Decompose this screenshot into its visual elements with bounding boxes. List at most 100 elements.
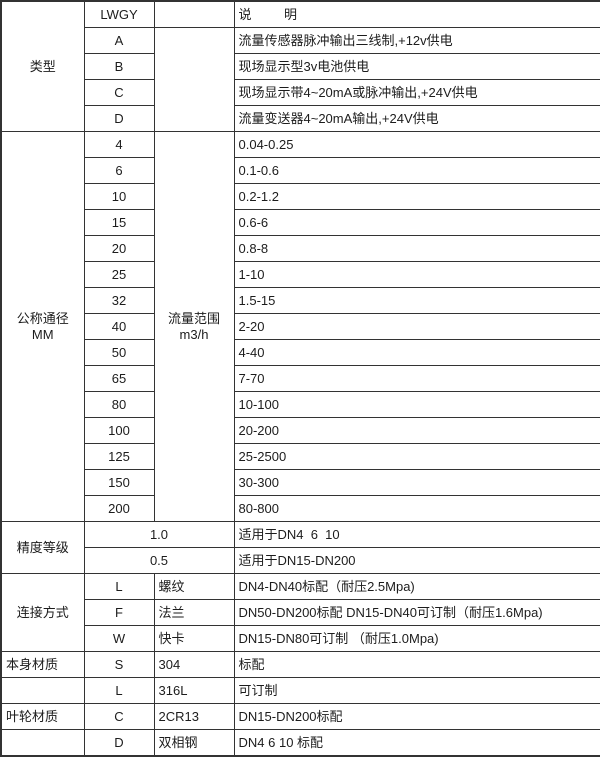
dn-cell: 65 <box>83 365 155 392</box>
flow-range-cell: 7-70 <box>233 365 600 392</box>
flow-range-label: 流量范围 m3/h <box>153 131 235 522</box>
table-row: 10 0.2-1.2 <box>1 183 600 210</box>
table-row: 本身材质 S 304 标配 <box>0 651 600 678</box>
type-code-cell: B <box>83 53 155 80</box>
type-section-label: 类型 <box>0 0 85 132</box>
table-row: 20 0.8-8 <box>1 235 600 262</box>
material-code-cell: S <box>83 651 155 678</box>
table-row: 叶轮材质 C 2CR13 DN15-DN200标配 <box>0 703 600 730</box>
spec-title-cell: 说 明 <box>233 0 600 28</box>
table-row: 200 80-800 <box>1 495 600 522</box>
flow-range-cell: 1.5-15 <box>233 287 600 314</box>
flow-range-cell: 0.6-6 <box>233 209 600 236</box>
table-row: 公称通径 MM 4 流量范围 m3/h 0.04-0.25 <box>0 131 600 522</box>
dn-cell: 50 <box>83 339 155 366</box>
flow-range-cell: 80-800 <box>233 495 600 522</box>
description-cell: 可订制 <box>233 677 600 704</box>
diameter-label-line2: MM <box>31 326 54 342</box>
dn-cell: 25 <box>83 261 155 288</box>
dn-cell: 4 <box>83 131 155 158</box>
dn-cell: 40 <box>83 313 155 340</box>
table-row: 0.5 适用于DN15-DN200 <box>1 547 600 574</box>
connection-code-cell: F <box>83 599 155 626</box>
connection-name-cell: 螺纹 <box>153 573 235 600</box>
flow-range-cell: 10-100 <box>233 391 600 418</box>
dn-cell: 6 <box>83 157 155 184</box>
description-cell: 流量变送器4~20mA输出,+24V供电 <box>233 105 600 132</box>
table-row: C 现场显示带4~20mA或脉冲输出,+24V供电 <box>1 79 600 106</box>
body-material-section-label: 本身材质 <box>0 651 85 678</box>
table-row: 50 4-40 <box>1 339 600 366</box>
dn-cell: 100 <box>83 417 155 444</box>
model-header-cell: LWGY <box>83 0 155 28</box>
description-cell: 适用于DN4 6 10 <box>233 521 600 548</box>
table-row: 6 0.1-0.6 <box>1 157 600 184</box>
accuracy-section-label: 精度等级 <box>0 521 85 574</box>
diameter-label-line1: 公称通径 <box>16 311 69 327</box>
empty-cell <box>153 27 235 132</box>
flow-range-cell: 30-300 <box>233 469 600 496</box>
material-name-cell: 304 <box>153 651 235 678</box>
dn-cell: 32 <box>83 287 155 314</box>
flow-range-cell: 4-40 <box>233 339 600 366</box>
dn-cell: 125 <box>83 443 155 470</box>
description-cell: 现场显示带4~20mA或脉冲输出,+24V供电 <box>233 79 600 106</box>
dn-cell: 10 <box>83 183 155 210</box>
material-code-cell: C <box>83 703 155 730</box>
diameter-section-label: 公称通径 MM <box>0 131 85 522</box>
table-row: 100 20-200 <box>1 417 600 444</box>
type-code-cell: D <box>83 105 155 132</box>
table-row: W 快卡 DN15-DN80可订制 （耐压1.0Mpa) <box>1 625 600 652</box>
table-row: 40 2-20 <box>1 313 600 340</box>
material-code-cell: L <box>83 677 155 704</box>
flow-range-cell: 0.04-0.25 <box>233 131 600 158</box>
table-row: B 现场显示型3v电池供电 <box>1 53 600 80</box>
empty-cell <box>153 0 235 28</box>
flow-range-cell: 20-200 <box>233 417 600 444</box>
table-row: 精度等级 1.0 适用于DN4 6 10 <box>0 521 600 574</box>
accuracy-value-cell: 0.5 <box>83 547 235 574</box>
description-cell: DN15-DN200标配 <box>233 703 600 730</box>
dn-cell: 15 <box>83 209 155 236</box>
description-cell: DN50-DN200标配 DN15-DN40可订制（耐压1.6Mpa) <box>233 599 600 626</box>
accuracy-value-cell: 1.0 <box>83 521 235 548</box>
description-cell: 现场显示型3v电池供电 <box>233 53 600 80</box>
type-code-cell: C <box>83 79 155 106</box>
connection-code-cell: L <box>83 573 155 600</box>
dn-cell: 20 <box>83 235 155 262</box>
flow-range-cell: 0.8-8 <box>233 235 600 262</box>
connection-code-cell: W <box>83 625 155 652</box>
table-row: L 316L 可订制 <box>0 677 600 704</box>
table-row: 25 1-10 <box>1 261 600 288</box>
impeller-material-section-label: 叶轮材质 <box>0 703 85 730</box>
table-row: 125 25-2500 <box>1 443 600 470</box>
connection-section-label: 连接方式 <box>0 573 85 652</box>
table-row: 65 7-70 <box>1 365 600 392</box>
material-name-cell: 316L <box>153 677 235 704</box>
description-cell: DN4-DN40标配（耐压2.5Mpa) <box>233 573 600 600</box>
description-cell: DN15-DN80可订制 （耐压1.0Mpa) <box>233 625 600 652</box>
flow-range-cell: 0.1-0.6 <box>233 157 600 184</box>
connection-name-cell: 快卡 <box>153 625 235 652</box>
flow-range-cell: 2-20 <box>233 313 600 340</box>
dn-cell: 200 <box>83 495 155 522</box>
table-row: A 流量传感器脉冲输出三线制,+12v供电 <box>1 27 600 132</box>
table-row: 15 0.6-6 <box>1 209 600 236</box>
table-row: F 法兰 DN50-DN200标配 DN15-DN40可订制（耐压1.6Mpa) <box>1 599 600 626</box>
connection-name-cell: 法兰 <box>153 599 235 626</box>
flow-range-label-line1: 流量范围 <box>167 311 220 327</box>
table-row: 连接方式 L 螺纹 DN4-DN40标配（耐压2.5Mpa) <box>0 573 600 652</box>
table-row: 32 1.5-15 <box>1 287 600 314</box>
description-cell: 适用于DN15-DN200 <box>233 547 600 574</box>
flow-range-label-line2: m3/h <box>179 326 209 342</box>
flow-range-cell: 0.2-1.2 <box>233 183 600 210</box>
material-name-cell: 2CR13 <box>153 703 235 730</box>
dn-cell: 80 <box>83 391 155 418</box>
flow-range-cell: 1-10 <box>233 261 600 288</box>
dn-cell: 150 <box>83 469 155 496</box>
description-cell: 标配 <box>233 651 600 678</box>
description-cell: 流量传感器脉冲输出三线制,+12v供电 <box>233 27 600 54</box>
flow-range-cell: 25-2500 <box>233 443 600 470</box>
table-row: 80 10-100 <box>1 391 600 418</box>
